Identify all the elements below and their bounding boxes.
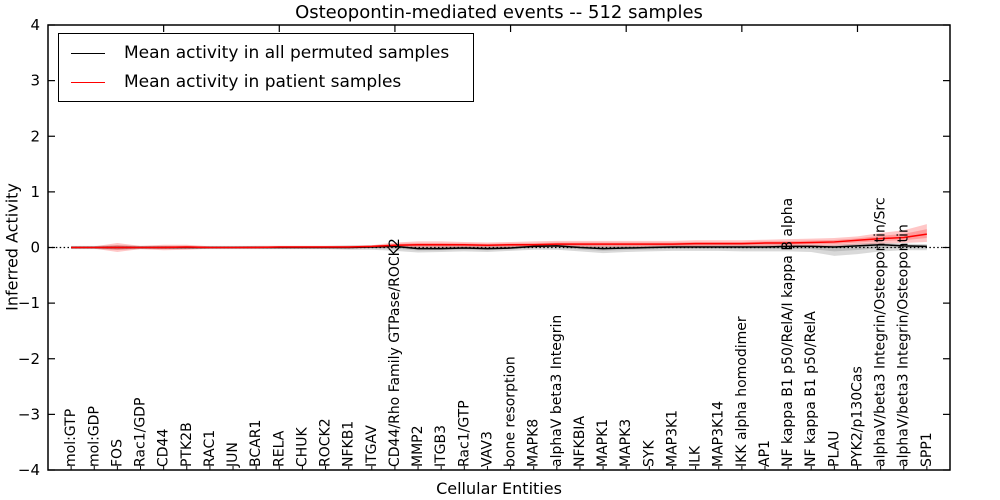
x-tick-label: Rac1/GTP xyxy=(456,400,472,467)
y-tick-label: −4 xyxy=(18,461,40,479)
x-axis-label: Cellular Entities xyxy=(436,479,562,498)
series-line-1 xyxy=(71,233,927,249)
y-tick-label: −2 xyxy=(18,350,40,368)
x-tick-label: BCAR1 xyxy=(248,420,264,467)
x-tick-label: MMP2 xyxy=(410,425,426,467)
x-tick-label: CHUK xyxy=(294,426,310,467)
y-tick-label: 1 xyxy=(30,183,40,201)
x-tick-label: ROCK2 xyxy=(318,418,334,467)
x-tick-label: PLAU xyxy=(826,431,842,467)
x-tick-label: MAP3K1 xyxy=(664,410,680,467)
x-tick-label: MAP3K14 xyxy=(711,401,727,467)
y-tick-label: −3 xyxy=(18,405,40,423)
x-tick-label: CD44/Rho Family GTPase/ROCK2 xyxy=(387,238,403,467)
legend-label-permuted: Mean activity in all permuted samples xyxy=(124,43,450,63)
x-tick-label: CD44 xyxy=(156,429,172,467)
x-tick-label: alphaV beta3 Integrin xyxy=(549,315,565,467)
x-tick-label: FOS xyxy=(109,439,125,467)
x-tick-label: NFKBIA xyxy=(572,416,588,467)
series-band-0 xyxy=(71,243,927,252)
x-tick-label: bone resorption xyxy=(503,356,519,467)
x-tick-label: MAPK8 xyxy=(526,419,542,467)
x-tick-label: SPP1 xyxy=(919,432,935,467)
series-band-1 xyxy=(71,224,927,252)
x-tick-label: MAPK3 xyxy=(618,419,634,467)
x-tick-label: PTK2B xyxy=(179,422,195,467)
series-band-0 xyxy=(71,242,927,256)
x-tick-label: VAV3 xyxy=(479,431,495,467)
x-tick-label: ITGAV xyxy=(364,425,380,467)
y-tick-label: 3 xyxy=(30,72,40,90)
x-tick-label: NF kappa B1 p50/RelA xyxy=(803,311,819,467)
x-tick-label: IKK alpha homodimer xyxy=(734,316,750,467)
x-tick-label: JUN xyxy=(225,442,241,468)
x-tick-label: NF kappa B1 p50/RelA/I kappa B alpha xyxy=(780,198,796,467)
series-band-1 xyxy=(71,229,927,250)
x-tick-label: alphaV/beta3 Integrin/Osteopontin xyxy=(896,224,912,467)
chart-title: Osteopontin-mediated events -- 512 sampl… xyxy=(295,2,703,23)
legend: Mean activity in all permuted samples Me… xyxy=(58,33,475,102)
y-tick-label: −1 xyxy=(18,294,40,312)
legend-line-black xyxy=(71,52,105,54)
x-tick-label: mol:GDP xyxy=(86,406,102,467)
legend-item-patient: Mean activity in patient samples xyxy=(71,70,449,94)
y-axis-label: Inferred Activity xyxy=(2,183,22,311)
x-tick-label: mol:GTP xyxy=(63,409,79,467)
x-tick-label: Rac1/GDP xyxy=(133,398,149,467)
legend-label-patient: Mean activity in patient samples xyxy=(124,72,402,92)
x-tick-label: SYK xyxy=(641,440,657,467)
x-tick-label: AP1 xyxy=(757,440,773,467)
y-tick-label: 2 xyxy=(30,127,40,145)
x-tick-label: alphaV/beta3 Integrin/Osteopontin/Src xyxy=(873,197,889,467)
x-tick-label: ILK xyxy=(688,445,704,467)
y-tick-label: 0 xyxy=(30,239,40,257)
x-tick-label: MAPK1 xyxy=(595,419,611,467)
x-tick-label: ITGB3 xyxy=(433,425,449,467)
legend-item-permuted: Mean activity in all permuted samples xyxy=(71,41,449,65)
y-tick-label: 4 xyxy=(30,16,40,34)
x-tick-label: PYK2/p130Cas xyxy=(849,366,865,467)
x-tick-label: RAC1 xyxy=(202,430,218,467)
x-tick-label: RELA xyxy=(271,430,287,467)
legend-line-red xyxy=(71,81,105,83)
x-tick-label: NFKB1 xyxy=(341,421,357,467)
